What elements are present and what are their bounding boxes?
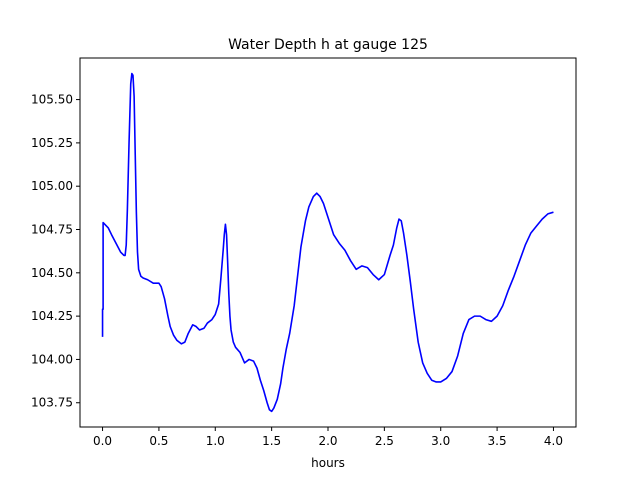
y-tick-label: 105.00 bbox=[31, 179, 73, 193]
y-axis: 103.75 104.00 104.25 104.50 104.75 105.00 105.… bbox=[31, 93, 80, 410]
y-tick-label: 104.50 bbox=[31, 266, 73, 280]
x-axis-label: hours bbox=[311, 456, 345, 470]
x-tick-label: 4.0 bbox=[544, 434, 563, 448]
x-axis: 0.0 0.5 1.0 1.5 2.0 2.5 3.0 3.5 4.0 bbox=[93, 427, 563, 448]
y-tick-label: 104.00 bbox=[31, 352, 73, 366]
x-tick-label: 3.5 bbox=[488, 434, 507, 448]
x-tick-label: 0.5 bbox=[149, 434, 168, 448]
y-tick-label: 105.50 bbox=[31, 93, 73, 107]
x-tick-label: 0.0 bbox=[93, 434, 112, 448]
x-tick-label: 3.0 bbox=[431, 434, 450, 448]
y-tick-label: 105.25 bbox=[31, 136, 73, 150]
x-tick-label: 1.5 bbox=[262, 434, 281, 448]
x-tick-label: 1.0 bbox=[206, 434, 225, 448]
plot-area bbox=[101, 72, 554, 413]
y-tick-label: 104.75 bbox=[31, 223, 73, 237]
x-tick-label: 2.5 bbox=[375, 434, 394, 448]
series-line-water-depth bbox=[101, 72, 554, 413]
y-tick-label: 103.75 bbox=[31, 396, 73, 410]
axes-frame bbox=[79, 57, 577, 428]
x-tick-label: 2.0 bbox=[318, 434, 337, 448]
chart-title: Water Depth h at gauge 125 bbox=[228, 37, 428, 53]
y-tick-label: 104.25 bbox=[31, 309, 73, 323]
